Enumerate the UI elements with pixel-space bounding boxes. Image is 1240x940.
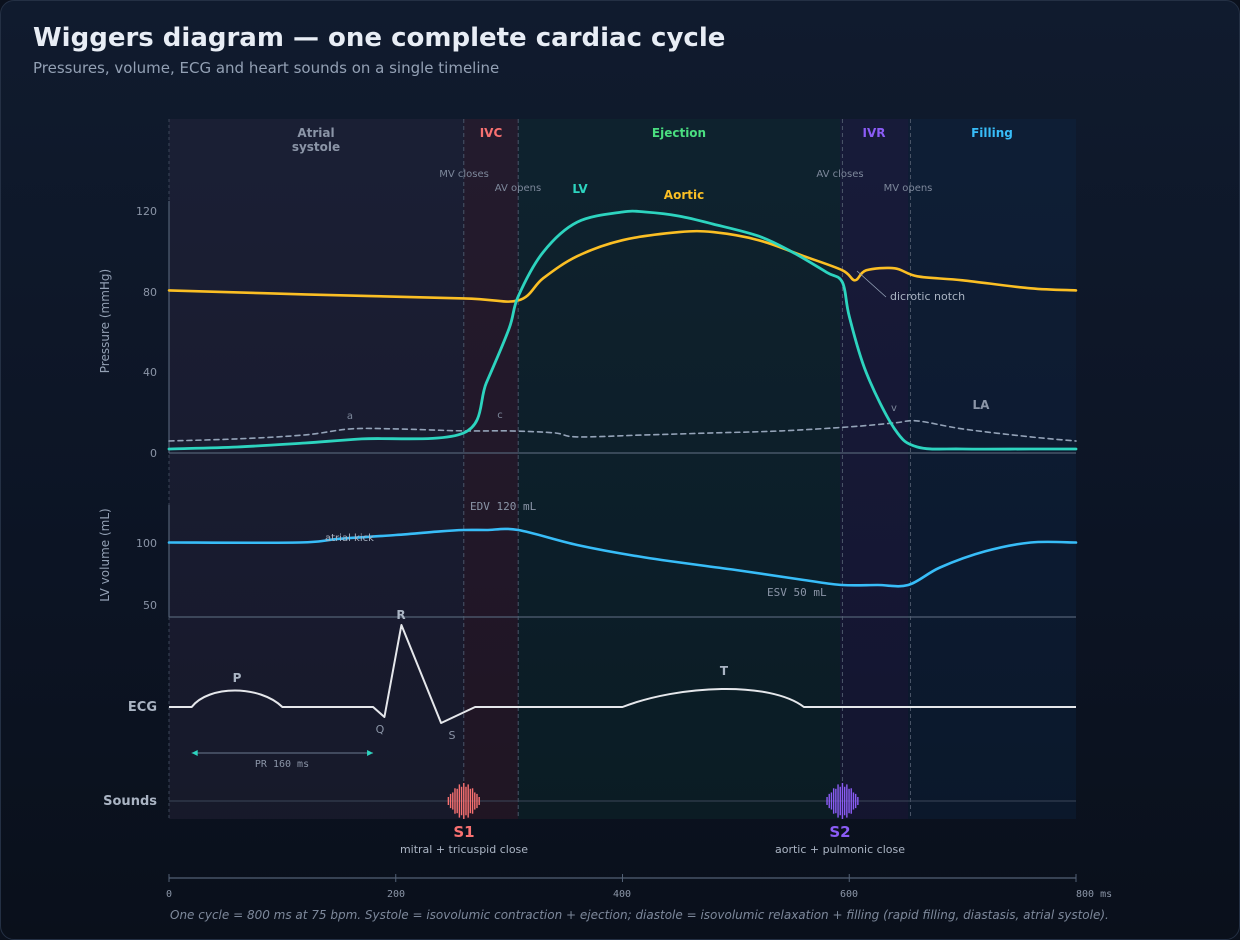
a-wave-label: a	[347, 411, 353, 422]
axes	[168, 201, 1077, 882]
phase-band-ivr	[840, 119, 909, 819]
valve-event-av-opens: AV opens	[495, 183, 541, 194]
ecg-row-label: ECG	[128, 700, 157, 715]
la-curve-label: LA	[973, 398, 991, 412]
time-tick-0: 0	[166, 889, 172, 900]
volume-axis-label: LV volume (mL)	[98, 508, 112, 601]
phase-band-filling	[908, 119, 1076, 819]
s1-burst	[447, 783, 480, 819]
phase-band-atrial	[169, 119, 464, 819]
ecg-r-label: R	[396, 608, 405, 622]
volume-tick-100: 100	[136, 537, 157, 550]
s1-label: S1	[453, 823, 474, 841]
s2-burst	[826, 783, 859, 819]
s2-description: aortic + pulmonic close	[775, 843, 905, 856]
footnote: One cycle = 800 ms at 75 bpm. Systole = …	[170, 908, 1109, 922]
s1-description: mitral + tricuspid close	[400, 843, 528, 856]
pressure-tick-80: 80	[143, 286, 157, 299]
time-tick-400: 400	[613, 889, 631, 900]
phase-label-atrial-2: systole	[292, 140, 340, 154]
ecg-t-label: T	[720, 664, 729, 678]
edv-label: EDV 120 mL	[470, 500, 537, 513]
ecg-s-label: S	[449, 729, 456, 742]
lv-volume-curve	[167, 527, 1078, 588]
v-wave-label: v	[891, 403, 897, 414]
s2-label: S2	[829, 823, 850, 841]
pr-arrow-left	[191, 750, 198, 756]
dicrotic-notch-label: dicrotic notch	[890, 290, 965, 303]
phase-bands	[168, 119, 1076, 819]
lv-curve-label: LV	[572, 182, 588, 196]
phase-band-ivc	[463, 119, 519, 819]
valve-event-mv-closes: MV closes	[439, 169, 489, 180]
pressure-tick-40: 40	[143, 366, 157, 379]
sounds-row-label: Sounds	[103, 794, 157, 809]
page-title: Wiggers diagram — one complete cardiac c…	[33, 23, 726, 53]
esv-label: ESV 50 mL	[767, 586, 827, 599]
aortic-pressure-curve	[167, 229, 1078, 303]
valve-event-mv-opens: MV opens	[884, 183, 933, 194]
time-tick-200: 200	[387, 889, 405, 900]
phase-label-ivr: IVR	[863, 126, 886, 140]
atrial-kick-label: atrial kick	[325, 533, 374, 544]
page-subtitle: Pressures, volume, ECG and heart sounds …	[33, 59, 500, 77]
c-wave-label: c	[497, 410, 503, 421]
time-tick-800: 800 ms	[1076, 889, 1112, 900]
pr-arrow-right	[367, 750, 374, 756]
ecg-trace	[169, 624, 1076, 724]
phase-label-ejection: Ejection	[652, 126, 706, 140]
lv-pressure-curve	[167, 209, 1078, 451]
ecg-q-label: Q	[376, 723, 385, 736]
dicrotic-notch-leader	[856, 270, 887, 298]
phase-label-ivc: IVC	[480, 126, 503, 140]
pr-interval-label: PR 160 ms	[255, 759, 309, 770]
ecg-p-label: P	[233, 671, 242, 685]
aortic-curve-label: Aortic	[664, 188, 704, 202]
phase-label-atrial: Atrial	[297, 126, 334, 140]
phase-band-ejection	[518, 119, 841, 819]
volume-tick-50: 50	[143, 599, 157, 612]
curves	[167, 209, 1078, 819]
time-tick-600: 600	[840, 889, 858, 900]
pressure-tick-0: 0	[150, 447, 157, 460]
la-pressure-curve	[168, 419, 1077, 442]
pressure-axis-label: Pressure (mmHg)	[98, 269, 112, 373]
valve-event-av-closes: AV closes	[816, 169, 863, 180]
phase-label-filling: Filling	[971, 126, 1013, 140]
pressure-tick-120: 120	[136, 205, 157, 218]
